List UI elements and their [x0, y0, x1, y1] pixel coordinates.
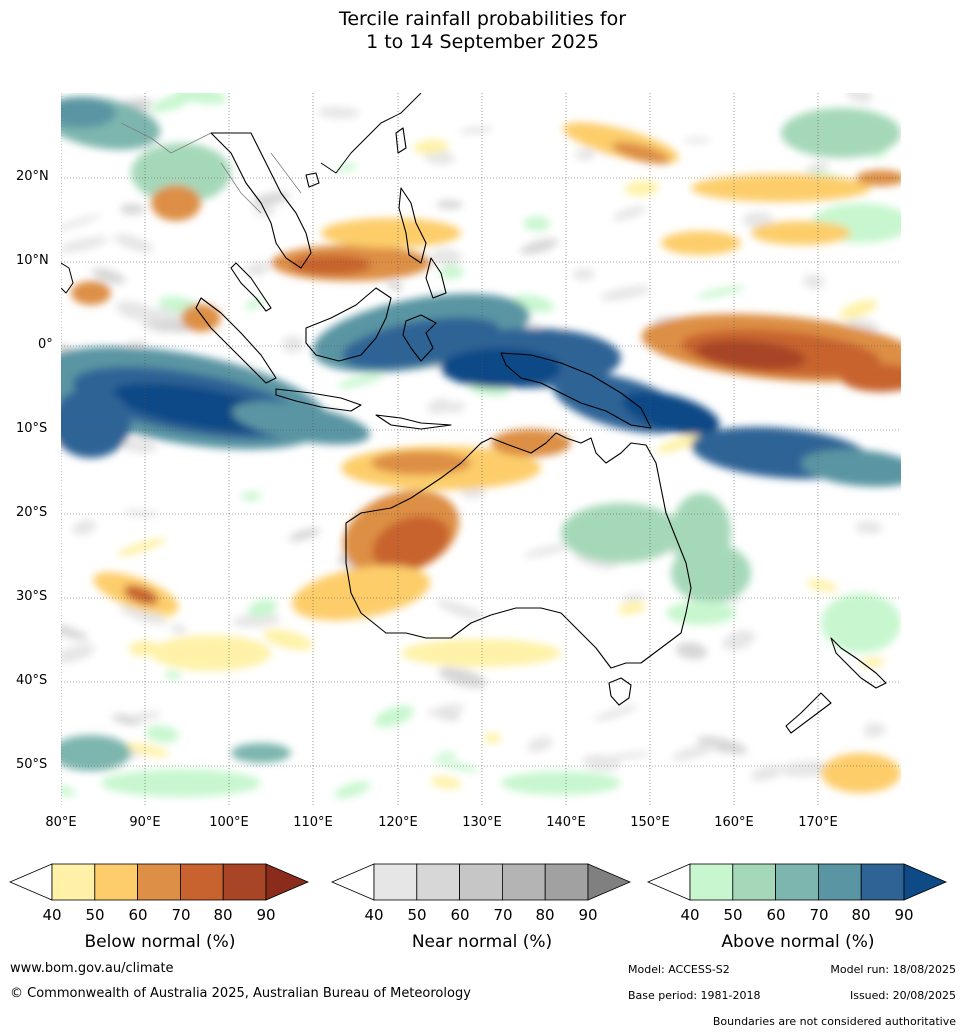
- legend-near-tick-70: 70: [493, 906, 513, 924]
- legend-below-title: Below normal (%): [84, 932, 236, 952]
- lon-label-160e: 160°E: [714, 815, 754, 830]
- colorbar-above: [646, 863, 948, 901]
- colorbar-below: [8, 863, 310, 901]
- legend-near-normal: 40 50 60 70 80 90 Near normal (%): [330, 858, 632, 968]
- legend-below-normal: 40 50 60 70 80 90 Below normal (%): [8, 858, 310, 968]
- legend-near-tick-90: 90: [578, 906, 598, 924]
- probability-field: [61, 93, 901, 799]
- legend-below-tick-70: 70: [171, 906, 191, 924]
- lat-label-20n: 20°N: [16, 169, 49, 184]
- legend-below-tick-80: 80: [213, 906, 233, 924]
- lat-label-0: 0°: [38, 337, 53, 352]
- footer-model-run: Model run: 18/08/2025: [830, 963, 956, 976]
- lon-label-170e: 170°E: [798, 815, 838, 830]
- lon-label-90e: 90°E: [129, 815, 161, 830]
- footer-disclaimer: Boundaries are not considered authoritat…: [712, 1015, 956, 1028]
- legend-above-tick-70: 70: [809, 906, 829, 924]
- title-line-1: Tercile rainfall probabilities for: [338, 8, 627, 30]
- lon-label-120e: 120°E: [378, 815, 418, 830]
- coastlines: [61, 93, 887, 734]
- lon-label-140e: 140°E: [546, 815, 586, 830]
- legend-near-tick-60: 60: [450, 906, 470, 924]
- legend-above-tick-40: 40: [680, 906, 700, 924]
- lat-label-30s: 30°S: [16, 589, 48, 604]
- graticule: [61, 93, 901, 806]
- legend-below-tick-40: 40: [42, 906, 62, 924]
- lat-label-20s: 20°S: [16, 505, 48, 520]
- lon-label-150e: 150°E: [630, 815, 670, 830]
- footer-base-period: Base period: 1981-2018: [628, 989, 761, 1002]
- legend-near-tick-50: 50: [407, 906, 427, 924]
- legend-above-tick-90: 90: [894, 906, 914, 924]
- lat-label-50s: 50°S: [16, 757, 48, 772]
- lat-label-10n: 10°N: [16, 253, 49, 268]
- title-line-2: 1 to 14 September 2025: [366, 31, 599, 53]
- lat-label-40s: 40°S: [16, 673, 48, 688]
- legend-above-title: Above normal (%): [721, 932, 875, 952]
- legend-above-tick-60: 60: [766, 906, 786, 924]
- map-canvas: [61, 93, 901, 806]
- lon-label-100e: 100°E: [209, 815, 249, 830]
- lon-label-80e: 80°E: [45, 815, 77, 830]
- lat-label-10s: 10°S: [16, 421, 48, 436]
- footer-copyright: © Commonwealth of Australia 2025, Austra…: [10, 986, 471, 1001]
- footer-url[interactable]: www.bom.gov.au/climate: [10, 961, 174, 976]
- legend-near-tick-80: 80: [535, 906, 555, 924]
- lon-label-130e: 130°E: [462, 815, 502, 830]
- legend-above-tick-80: 80: [851, 906, 871, 924]
- colorbar-near: [330, 863, 632, 901]
- map-title: Tercile rainfall probabilities for 1 to …: [0, 8, 965, 54]
- legend-above-tick-50: 50: [723, 906, 743, 924]
- legend-below-tick-50: 50: [85, 906, 105, 924]
- legend-above-normal: 40 50 60 70 80 90 Above normal (%): [646, 858, 948, 968]
- legend-near-title: Near normal (%): [411, 932, 553, 952]
- legend-below-tick-60: 60: [128, 906, 148, 924]
- footer-model: Model: ACCESS-S2: [628, 963, 730, 976]
- legend-near-tick-40: 40: [364, 906, 384, 924]
- footer-issued: Issued: 20/08/2025: [849, 989, 956, 1002]
- rainfall-probability-map: [61, 93, 901, 806]
- legend-below-tick-90: 90: [256, 906, 276, 924]
- lon-label-110e: 110°E: [293, 815, 333, 830]
